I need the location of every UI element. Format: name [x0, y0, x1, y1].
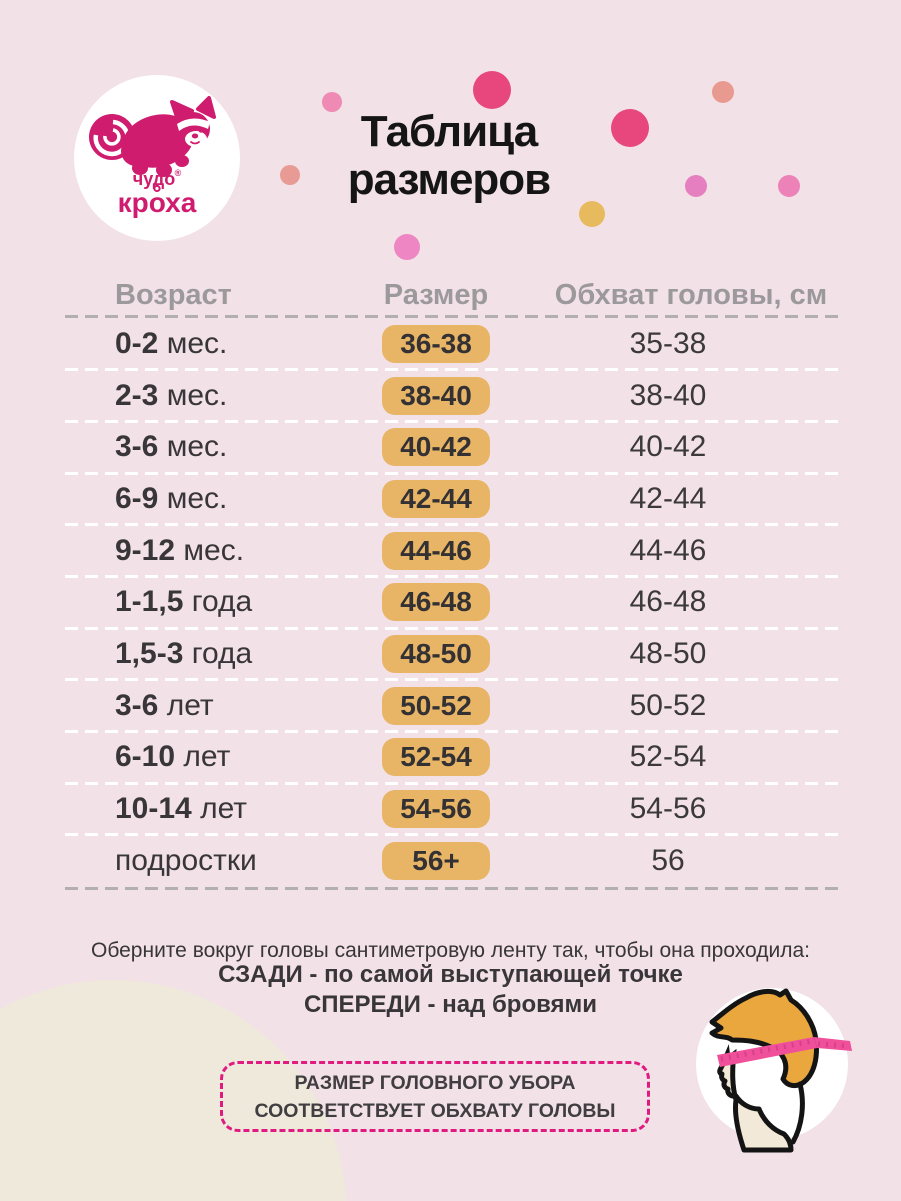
- divider: [65, 886, 838, 890]
- note-box: РАЗМЕР ГОЛОВНОГО УБОРА СООТВЕТСТВУЕТ ОБХ…: [220, 1061, 650, 1132]
- age-unit: лет: [158, 688, 214, 722]
- column-header-head-circumference: Обхват головы, см: [554, 279, 828, 311]
- table-row: 0-2 мес. 36-38 35-38: [65, 318, 838, 371]
- column-header-size: Размер: [383, 279, 489, 311]
- head-circumference-cell: 48-50: [629, 636, 707, 670]
- decor-dot: [473, 71, 511, 109]
- table-row: 10-14 лет 54-56 54-56: [65, 783, 838, 837]
- note-line1: РАЗМЕР ГОЛОВНОГО УБОРА: [294, 1071, 576, 1094]
- measuring-instruction-back: СЗАДИ - по самой выступающей точке: [218, 961, 683, 988]
- age-value: 3-6: [115, 430, 159, 464]
- age-unit: мес.: [158, 430, 228, 464]
- size-badge: 44-46: [382, 531, 490, 570]
- head-circumference-cell: 50-52: [629, 688, 707, 722]
- head-circumference-cell: 46-48: [629, 585, 707, 619]
- head-circumference-cell: 56: [651, 843, 685, 877]
- decor-dot: [280, 165, 300, 185]
- logo-trademark: ®: [175, 168, 182, 178]
- table-row: 1-1,5 года 46-48 46-48: [65, 576, 838, 630]
- size-badge: 36-38: [382, 324, 490, 363]
- age-unit: подростки: [115, 843, 257, 877]
- logo-word2: кроха: [118, 187, 197, 218]
- size-table: Возраст Размер Обхват головы, см 0-2 мес…: [65, 272, 838, 890]
- age-cell: 1-1,5 года: [65, 585, 356, 619]
- size-badge: 48-50: [382, 634, 490, 673]
- age-unit: лет: [191, 792, 248, 826]
- head-circumference-cell: 54-56: [629, 792, 707, 826]
- page-title-line1: Таблица: [360, 107, 538, 156]
- age-value: 6-9: [115, 481, 159, 515]
- size-badge: 46-48: [382, 583, 490, 622]
- age-unit: мес.: [158, 481, 228, 515]
- decor-dot: [712, 81, 734, 103]
- column-header-age: Возраст: [115, 279, 232, 311]
- age-cell: подростки: [65, 844, 356, 878]
- age-cell: 10-14 лет: [65, 792, 356, 826]
- age-unit: года: [183, 585, 253, 619]
- head-measure-icon: [696, 988, 852, 1153]
- age-cell: 9-12 мес.: [65, 534, 356, 568]
- head-measure-illustration: [688, 980, 868, 1155]
- age-cell: 2-3 мес.: [65, 379, 356, 413]
- table-row: 9-12 мес. 44-46 44-46: [65, 525, 838, 578]
- age-cell: 3-6 лет: [65, 689, 356, 723]
- age-cell: 1,5-3 года: [65, 637, 356, 671]
- table-row: 3-6 мес. 40-42 40-42: [65, 421, 838, 475]
- age-cell: 6-10 лет: [65, 740, 356, 774]
- size-badge: 42-44: [382, 479, 490, 518]
- decor-dot: [685, 175, 707, 197]
- decor-dot: [579, 201, 605, 227]
- head-circumference-cell: 40-42: [629, 430, 707, 464]
- age-value: 2-3: [115, 378, 159, 412]
- age-cell: 3-6 мес.: [65, 430, 356, 464]
- table-row: подростки 56+ 56: [65, 835, 838, 887]
- age-value: 0-2: [115, 326, 159, 360]
- raccoon-icon: чудо ® кроха: [89, 96, 216, 218]
- size-badge: 56+: [382, 841, 490, 880]
- age-value: 3-6: [115, 688, 159, 722]
- age-value: 9-12: [115, 533, 176, 567]
- age-cell: 6-9 мес.: [65, 482, 356, 516]
- age-unit: мес.: [158, 326, 228, 360]
- decor-dot: [778, 175, 800, 197]
- age-cell: 0-2 мес.: [65, 327, 356, 361]
- head-circumference-cell: 38-40: [629, 378, 707, 412]
- age-unit: мес.: [158, 378, 228, 412]
- brand-logo: чудо ® кроха: [74, 75, 240, 241]
- measuring-instruction-intro: Оберните вокруг головы сантиметровую лен…: [90, 939, 810, 962]
- table-row: 6-10 лет 52-54 52-54: [65, 732, 838, 785]
- size-badge: 52-54: [382, 738, 490, 777]
- logo-word1: чудо: [133, 169, 175, 189]
- size-badge: 40-42: [382, 428, 490, 467]
- age-value: 6-10: [115, 740, 176, 774]
- table-header-row: Возраст Размер Обхват головы, см: [65, 272, 838, 315]
- age-unit: лет: [175, 740, 231, 774]
- head-circumference-cell: 42-44: [629, 481, 707, 515]
- table-row: 6-9 мес. 42-44 42-44: [65, 473, 838, 526]
- page-title-line2: размеров: [347, 155, 551, 204]
- table-row: 2-3 мес. 38-40 38-40: [65, 370, 838, 423]
- size-badge: 54-56: [382, 790, 490, 829]
- decor-dot: [611, 109, 649, 147]
- head-circumference-cell: 52-54: [629, 740, 707, 774]
- size-badge: 50-52: [382, 686, 490, 725]
- decor-dot: [394, 234, 420, 260]
- head-circumference-cell: 35-38: [629, 326, 707, 360]
- table-row: 1,5-3 года 48-50 48-50: [65, 628, 838, 681]
- decor-dot: [322, 92, 342, 112]
- age-unit: года: [183, 636, 253, 670]
- age-value: 10-14: [115, 792, 192, 826]
- age-value: 1-1,5: [115, 585, 184, 619]
- page-title: Таблица размеров: [199, 108, 699, 204]
- note-line2: СООТВЕТСТВУЕТ ОБХВАТУ ГОЛОВЫ: [254, 1099, 616, 1122]
- divider: [65, 315, 838, 318]
- measuring-instruction-front: СПЕРЕДИ - над бровями: [303, 991, 598, 1018]
- size-badge: 38-40: [382, 376, 490, 415]
- age-unit: мес.: [175, 533, 245, 567]
- age-value: 1,5-3: [115, 636, 184, 670]
- head-circumference-cell: 44-46: [629, 533, 707, 567]
- table-row: 3-6 лет 50-52 50-52: [65, 680, 838, 733]
